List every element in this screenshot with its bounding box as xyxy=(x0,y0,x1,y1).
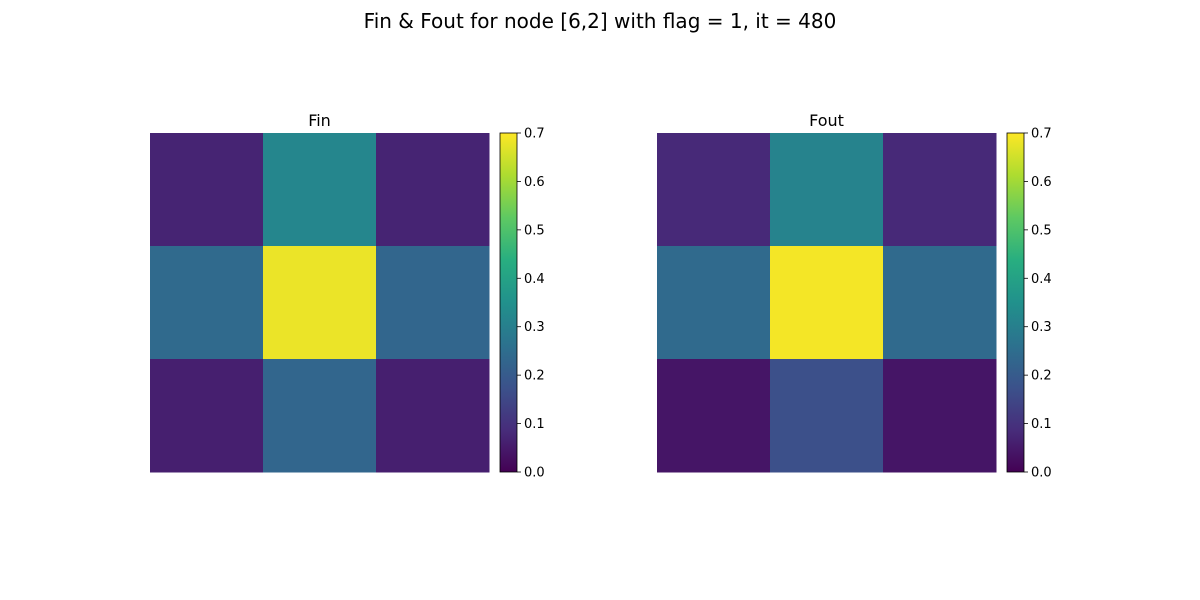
fin-title: Fin xyxy=(308,111,331,130)
fin-colorbar-tick-label-0: 0.0 xyxy=(524,466,545,481)
fout-title: Fout xyxy=(809,111,844,130)
fout-cell-r2-c2 xyxy=(883,359,997,473)
fout-colorbar-tick-label-2: 0.2 xyxy=(1031,369,1052,384)
fin-cell-r0-c0 xyxy=(150,133,264,247)
fout-colorbar-tick-label-1: 0.1 xyxy=(1031,417,1052,432)
fout-colorbar-tick-label-3: 0.3 xyxy=(1031,320,1052,335)
fout-cell-r2-c1 xyxy=(770,359,884,473)
fout-colorbar-tick-label-0: 0.0 xyxy=(1031,466,1052,481)
fout-colorbar-gradient xyxy=(1006,132,1025,473)
fin-colorbar-tick-label-7: 0.7 xyxy=(524,127,545,142)
figure-title: Fin & Fout for node [6,2] with flag = 1,… xyxy=(364,9,837,33)
fout-cell-r1-c1 xyxy=(770,246,884,360)
fin-cell-r0-c1 xyxy=(263,133,377,247)
fout-cell-r2-c0 xyxy=(657,359,771,473)
fin-colorbar-tick-label-6: 0.6 xyxy=(524,175,545,190)
fout-heatmap xyxy=(657,133,997,473)
fin-colorbar-ticks: 0.0 0.1 0.2 0.3 0.4 0.5 0.6 0.7 xyxy=(517,127,545,481)
fin-cell-r1-c1 xyxy=(263,246,377,360)
fout-cell-r1-c0 xyxy=(657,246,771,360)
fin-colorbar-tick-label-3: 0.3 xyxy=(524,320,545,335)
fin-cell-r1-c2 xyxy=(376,246,490,360)
fout-colorbar-tick-label-7: 0.7 xyxy=(1031,127,1052,142)
fout-colorbar-tick-label-5: 0.5 xyxy=(1031,223,1052,238)
fin-panel: Fin 0.0 0.1 0.2 0.3 0.4 0.5 0.6 0.7 xyxy=(150,111,545,481)
fin-heatmap xyxy=(150,133,490,473)
fin-colorbar-tick-label-1: 0.1 xyxy=(524,417,545,432)
fout-colorbar: 0.0 0.1 0.2 0.3 0.4 0.5 0.6 0.7 xyxy=(1006,127,1052,481)
fin-colorbar-gradient xyxy=(499,132,518,473)
fin-cell-r2-c2 xyxy=(376,359,490,473)
fin-colorbar-tick-label-2: 0.2 xyxy=(524,369,545,384)
fout-cell-r0-c0 xyxy=(657,133,771,247)
fin-colorbar-tick-label-5: 0.5 xyxy=(524,223,545,238)
fin-colorbar-tick-label-4: 0.4 xyxy=(524,272,545,287)
fout-colorbar-tick-label-6: 0.6 xyxy=(1031,175,1052,190)
fin-cell-r1-c0 xyxy=(150,246,264,360)
fout-cell-r0-c1 xyxy=(770,133,884,247)
fout-colorbar-ticks: 0.0 0.1 0.2 0.3 0.4 0.5 0.6 0.7 xyxy=(1024,127,1052,481)
fin-colorbar: 0.0 0.1 0.2 0.3 0.4 0.5 0.6 0.7 xyxy=(499,127,545,481)
fout-cell-r1-c2 xyxy=(883,246,997,360)
fin-cell-r0-c2 xyxy=(376,133,490,247)
fin-cell-r2-c0 xyxy=(150,359,264,473)
fin-cell-r2-c1 xyxy=(263,359,377,473)
fout-panel: Fout 0.0 0.1 0.2 0.3 0.4 0.5 0.6 0.7 xyxy=(657,111,1052,481)
fout-colorbar-tick-label-4: 0.4 xyxy=(1031,272,1052,287)
fout-cell-r0-c2 xyxy=(883,133,997,247)
